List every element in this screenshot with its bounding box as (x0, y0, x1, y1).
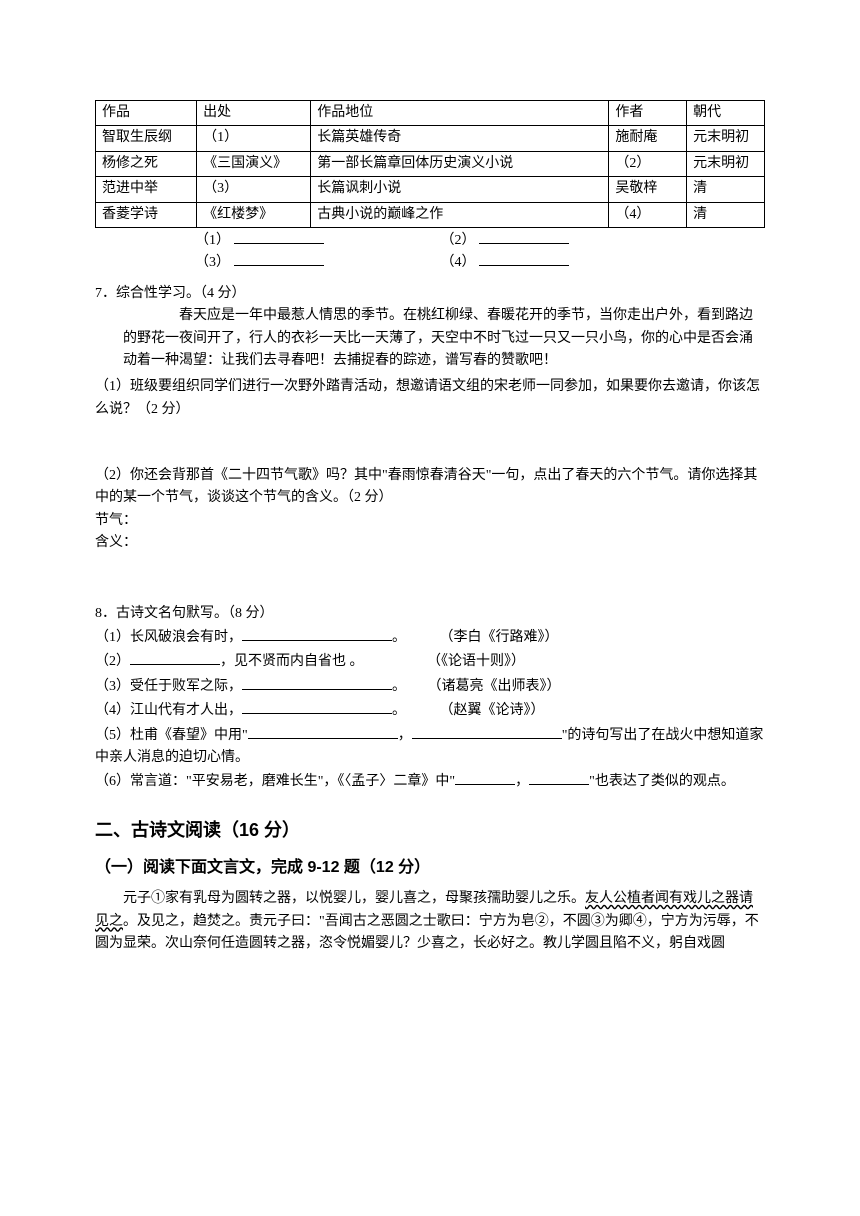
cell-status: 第一部长篇章回体历史演义小说 (311, 151, 609, 176)
cell-author: （4） (609, 202, 687, 227)
q8-6-blank2[interactable] (529, 771, 589, 785)
blank-line-1[interactable] (234, 230, 324, 244)
section-2-title: 二、古诗文阅读（16 分） (95, 816, 765, 845)
classical-text: 元子①家有乳母为圆转之器，以悦婴儿，婴儿喜之，母聚孩孺助婴儿之乐。友人公植者闻有… (95, 888, 765, 955)
q8-2-a: （2） (95, 654, 130, 669)
cell-work: 智取生辰纲 (96, 126, 197, 151)
q7-hanyi-label: 含义： (95, 532, 765, 554)
cell-author: 吴敬梓 (609, 177, 687, 202)
th-status: 作品地位 (311, 101, 609, 126)
q8-5-blank2[interactable] (412, 725, 562, 739)
classical-text-a: 元子①家有乳母为圆转之器，以悦婴儿，婴儿喜之，母聚孩孺助婴儿之乐。 (123, 891, 585, 906)
blank-line-4[interactable] (479, 252, 569, 266)
q8-item-1: （1）长风破浪会有时， 。 （李白《行路难》） (95, 627, 765, 649)
q8-1-blank[interactable] (242, 627, 392, 641)
q8-5-blank1[interactable] (248, 725, 398, 739)
q8-3-a: （3）受任于败军之际， (95, 679, 242, 694)
cell-era: 元末明初 (687, 126, 765, 151)
q8-6-a: （6）常言道："平安易老，磨难长生"，《〈孟子〉二章》中" (95, 774, 455, 789)
th-author: 作者 (609, 101, 687, 126)
q7-title: 7．综合性学习。（4 分） (95, 283, 765, 305)
q8-3-b: 。 (392, 679, 406, 694)
blank-label-2: （2） (441, 230, 476, 252)
q8-title: 8．古诗文名句默写。（8 分） (95, 603, 765, 625)
q8-3-ref: （诸葛亮《出师表》） (428, 676, 628, 698)
q7-sub1-answer-area[interactable] (95, 421, 765, 461)
cell-work: 香菱学诗 (96, 202, 197, 227)
cell-era: 清 (687, 202, 765, 227)
table-row: 香菱学诗 《红楼梦》 古典小说的巅峰之作 （4） 清 (96, 202, 765, 227)
cell-author: （2） (609, 151, 687, 176)
q8-4-ref: （赵翼《论诗》） (440, 700, 640, 722)
cell-status: 长篇讽刺小说 (311, 177, 609, 202)
q8-item-3: （3）受任于败军之际， 。 （诸葛亮《出师表》） (95, 676, 765, 698)
q8-4-blank[interactable] (242, 700, 392, 714)
q8-4-a: （4）江山代有才人出， (95, 703, 242, 718)
q8-item-6: （6）常言道："平安易老，磨难长生"，《〈孟子〉二章》中" ， "也表达了类似的观点… (95, 771, 765, 793)
cell-era: 清 (687, 177, 765, 202)
q8-5-a: （5）杜甫《春望》中用" (95, 728, 248, 743)
q8-1-ref: （李白《行路难》） (440, 627, 640, 649)
cell-source: 《三国演义》 (197, 151, 311, 176)
works-table: 作品 出处 作品地位 作者 朝代 智取生辰纲 （1） 长篇英雄传奇 施耐庵 元末… (95, 100, 765, 228)
blank-line-3[interactable] (234, 252, 324, 266)
q8-6-sep: ， (515, 774, 529, 789)
table-row: 杨修之死 《三国演义》 第一部长篇章回体历史演义小说 （2） 元末明初 (96, 151, 765, 176)
blank-line-2[interactable] (479, 230, 569, 244)
cell-work: 杨修之死 (96, 151, 197, 176)
q8-2-blank[interactable] (130, 651, 220, 665)
cell-author: 施耐庵 (609, 126, 687, 151)
q8-6-blank1[interactable] (455, 771, 515, 785)
q8-2-ref: （《论语十则》） (427, 651, 627, 673)
q8-6-b: "也表达了类似的观点。 (589, 774, 735, 789)
q8-item-5: （5）杜甫《春望》中用"，"的诗句写出了在战火中想知道家中亲人消息的迫切心情。 (95, 725, 765, 770)
table-row: 智取生辰纲 （1） 长篇英雄传奇 施耐庵 元末明初 (96, 126, 765, 151)
table-row: 范进中举 （3） 长篇讽刺小说 吴敬梓 清 (96, 177, 765, 202)
q7-jieqi-label: 节气： (95, 510, 765, 532)
th-era: 朝代 (687, 101, 765, 126)
cell-era: 元末明初 (687, 151, 765, 176)
cell-source: （3） (197, 177, 311, 202)
cell-source: （1） (197, 126, 311, 151)
q7-intro: 春天应是一年中最惹人情思的季节。在桃红柳绿、春暖花开的季节，当你走出户外，看到路… (95, 305, 765, 372)
q7-sub2-answer-area[interactable] (95, 555, 765, 595)
q8-item-2: （2） ，见不贤而内自省也 。 （《论语十则》） (95, 651, 765, 673)
q8-5-sep: ， (398, 728, 412, 743)
cell-status: 长篇英雄传奇 (311, 126, 609, 151)
blank-label-3: （3） (195, 252, 230, 274)
blank-label-1: （1） (195, 230, 230, 252)
th-work: 作品 (96, 101, 197, 126)
th-source: 出处 (197, 101, 311, 126)
q8-3-blank[interactable] (242, 676, 392, 690)
table-header-row: 作品 出处 作品地位 作者 朝代 (96, 101, 765, 126)
q8-4-b: 。 (392, 703, 406, 718)
section-2-sub: （一）阅读下面文言文，完成 9-12 题（12 分） (95, 855, 765, 881)
cell-work: 范进中举 (96, 177, 197, 202)
question-7: 7．综合性学习。（4 分） 春天应是一年中最惹人情思的季节。在桃红柳绿、春暖花开… (95, 283, 765, 595)
q8-item-4: （4）江山代有才人出， 。 （赵翼《论诗》） (95, 700, 765, 722)
question-8: 8．古诗文名句默写。（8 分） （1）长风破浪会有时， 。 （李白《行路难》） （… (95, 603, 765, 794)
table-blanks: （1） （2） （3） （4） (95, 230, 765, 275)
q8-1-b: 。 (392, 630, 406, 645)
classical-text-b: 。及见之，趋焚之。责元子曰："吾闻古之恶圆之士歌曰：宁方为皂②，不圆③为卿④，宁… (95, 914, 759, 951)
blank-label-4: （4） (441, 252, 476, 274)
q7-sub2: （2）你还会背那首《二十四节气歌》吗？其中"春雨惊春清谷天"一句，点出了春天的六… (95, 465, 765, 510)
q7-sub1: （1）班级要组织同学们进行一次野外踏青活动，想邀请语文组的宋老师一同参加，如果要… (95, 376, 765, 421)
q8-1-a: （1）长风破浪会有时， (95, 630, 242, 645)
cell-status: 古典小说的巅峰之作 (311, 202, 609, 227)
cell-source: 《红楼梦》 (197, 202, 311, 227)
q8-2-b: ，见不贤而内自省也 。 (220, 654, 364, 669)
